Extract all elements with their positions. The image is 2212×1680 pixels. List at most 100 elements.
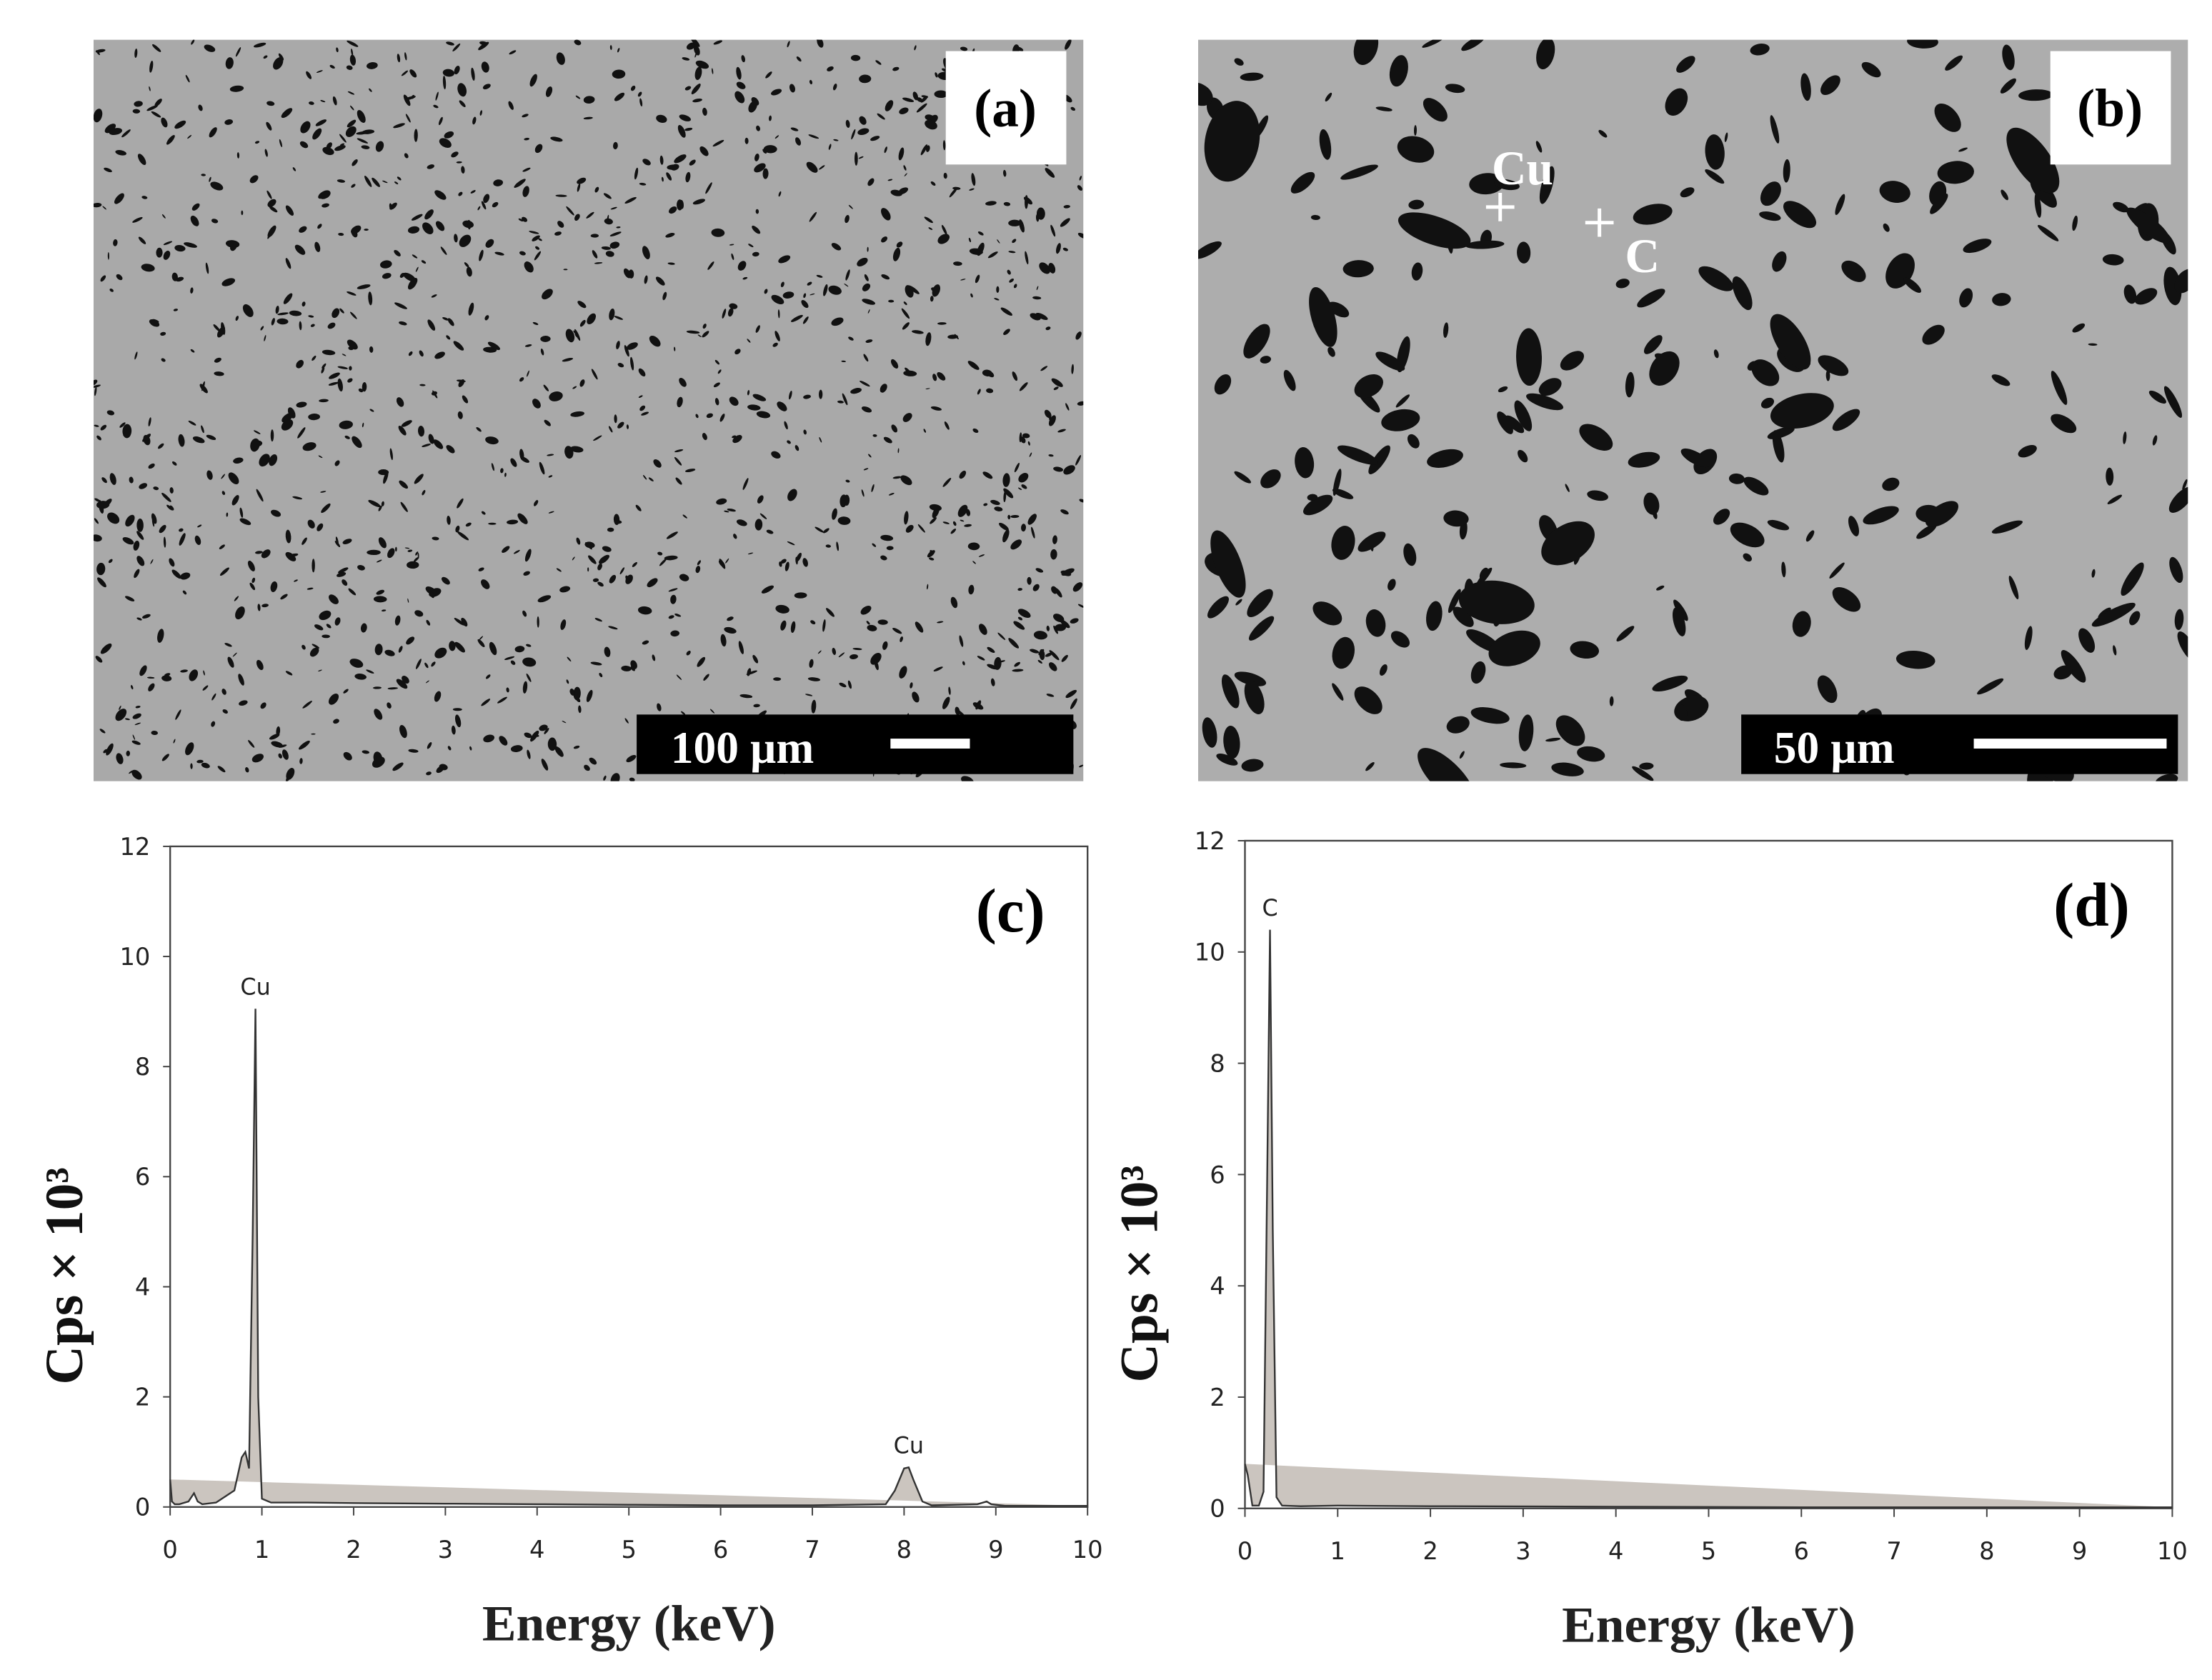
pore xyxy=(588,555,597,564)
pore xyxy=(299,740,310,750)
pore xyxy=(96,501,110,509)
pore xyxy=(808,134,819,139)
pore xyxy=(884,146,887,154)
pore xyxy=(544,419,551,426)
x-tick-label: 4 xyxy=(529,1536,544,1564)
pore xyxy=(347,40,359,47)
pore xyxy=(261,604,269,608)
pore xyxy=(342,354,347,356)
pore xyxy=(609,231,622,236)
pore xyxy=(560,619,567,630)
pore xyxy=(435,91,439,101)
pore xyxy=(192,436,205,444)
pore xyxy=(134,569,140,579)
pore xyxy=(739,694,753,699)
pore xyxy=(933,666,943,671)
pore xyxy=(1832,409,1860,431)
pore xyxy=(269,454,278,466)
pore xyxy=(199,384,208,394)
pore xyxy=(613,141,618,150)
pore xyxy=(925,145,930,152)
pore xyxy=(2061,650,2086,683)
x-tick-label: 5 xyxy=(621,1536,636,1564)
pore xyxy=(609,308,615,321)
pore xyxy=(100,275,106,282)
pore xyxy=(221,474,226,479)
pore xyxy=(711,228,725,237)
pore xyxy=(748,244,754,248)
pore xyxy=(513,549,520,554)
pore xyxy=(347,339,358,350)
pore xyxy=(397,54,401,63)
pore xyxy=(264,335,266,341)
pore xyxy=(608,426,613,433)
pore xyxy=(1518,714,1534,751)
pore xyxy=(1536,39,1555,70)
pore xyxy=(461,166,465,174)
pore xyxy=(1805,530,1815,542)
pore xyxy=(166,135,175,145)
pore xyxy=(471,67,475,81)
pore xyxy=(101,477,107,484)
pore xyxy=(844,284,849,287)
pore xyxy=(2088,343,2098,346)
pore xyxy=(625,575,630,582)
pore xyxy=(482,84,491,90)
pore xyxy=(94,518,99,524)
pore xyxy=(185,74,190,83)
pore xyxy=(171,569,181,579)
pore xyxy=(892,627,902,634)
pore xyxy=(202,685,209,691)
pore xyxy=(1354,374,1383,399)
pore xyxy=(247,560,255,571)
pore xyxy=(1730,522,1765,548)
pore xyxy=(566,206,574,216)
pore xyxy=(1459,751,1465,759)
pore xyxy=(534,251,542,261)
pore xyxy=(372,686,382,689)
pore xyxy=(1879,181,1910,203)
pore xyxy=(446,41,454,46)
pore xyxy=(465,522,472,527)
pore xyxy=(337,179,346,183)
x-tick-label: 7 xyxy=(804,1536,819,1564)
pore xyxy=(959,470,967,479)
pore xyxy=(747,339,751,343)
pore xyxy=(1673,599,1688,621)
pore xyxy=(803,429,807,435)
pore xyxy=(859,116,867,125)
pore xyxy=(380,260,392,269)
pore xyxy=(369,346,374,353)
pore xyxy=(491,463,494,471)
pore xyxy=(206,470,213,480)
pore xyxy=(859,74,872,84)
pore xyxy=(453,341,464,351)
pore xyxy=(1070,106,1076,111)
pore xyxy=(954,334,959,340)
pore xyxy=(492,201,499,208)
pore xyxy=(765,71,772,79)
pore xyxy=(312,128,322,140)
pore xyxy=(514,179,526,188)
pore xyxy=(1930,193,1948,214)
pore xyxy=(203,670,205,676)
pore xyxy=(714,359,720,365)
pore xyxy=(519,251,526,256)
pore xyxy=(1907,39,1938,49)
pore xyxy=(1800,73,1811,101)
pore xyxy=(372,756,385,768)
pore xyxy=(1469,173,1505,195)
peak-label: C xyxy=(1262,896,1277,921)
pore xyxy=(239,507,244,518)
pore xyxy=(554,746,564,757)
pore xyxy=(411,214,423,221)
x-tick-label: 9 xyxy=(2072,1537,2087,1565)
pore xyxy=(586,211,594,219)
pore xyxy=(591,369,598,380)
pore xyxy=(822,619,826,632)
pore xyxy=(458,379,465,387)
pore xyxy=(248,740,255,748)
pore xyxy=(394,615,401,626)
pore xyxy=(347,91,355,95)
pore xyxy=(665,233,675,238)
